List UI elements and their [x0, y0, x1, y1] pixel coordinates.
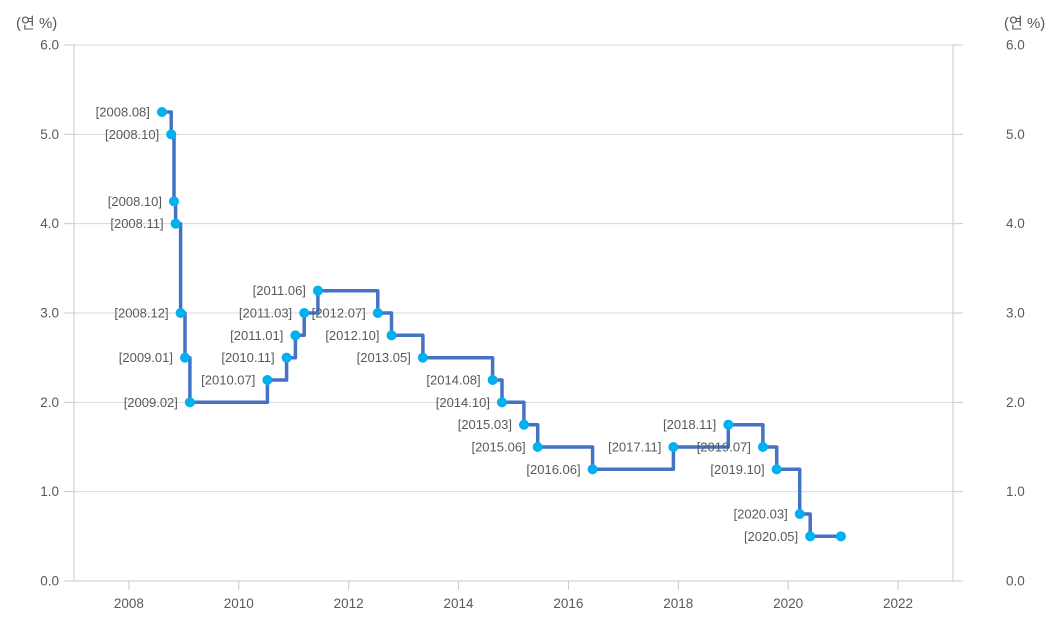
data-point-marker — [835, 531, 846, 542]
data-point-label: [2017.11] — [608, 440, 661, 455]
data-point-marker — [386, 330, 397, 341]
x-axis-label: 2020 — [773, 596, 803, 611]
data-point-marker — [794, 509, 805, 519]
y-axis-label-left: 2.0 — [40, 395, 59, 410]
data-point-marker — [170, 218, 181, 229]
data-point-label: [2015.03] — [458, 417, 512, 432]
data-point-marker — [312, 285, 323, 296]
x-axis-label: 2018 — [663, 596, 693, 611]
data-point-marker — [757, 442, 768, 452]
data-point-label: [2012.07] — [312, 306, 366, 321]
y-axis-label-left: 5.0 — [40, 127, 59, 142]
data-point-marker — [487, 375, 498, 385]
data-point-marker — [668, 442, 679, 452]
y-axis-label-left: 3.0 — [40, 306, 59, 321]
x-axis-label: 2012 — [334, 596, 364, 611]
x-axis-label: 2010 — [224, 596, 254, 611]
data-point-label: [2019.10] — [710, 462, 764, 477]
y-axis-label-right: 6.0 — [1006, 38, 1025, 53]
data-point-marker — [290, 330, 301, 341]
y-axis-label-right: 5.0 — [1006, 127, 1025, 142]
data-point-marker — [771, 464, 782, 475]
y-axis-label-left: 1.0 — [40, 484, 59, 499]
data-point-marker — [179, 352, 190, 363]
right-axis-title: (연 %) — [1004, 15, 1046, 32]
y-axis-label-right: 1.0 — [1006, 484, 1025, 499]
data-point-label: [2015.06] — [471, 440, 525, 455]
data-point-label: [2019.07] — [697, 440, 751, 455]
data-point-label: [2009.02] — [124, 395, 178, 410]
data-point-marker — [299, 308, 310, 318]
y-axis-label-right: 0.0 — [1006, 574, 1025, 589]
data-point-label: [2016.06] — [526, 462, 580, 477]
data-point-label: [2011.01] — [230, 328, 283, 343]
data-point-marker — [587, 464, 598, 475]
y-axis-label-left: 6.0 — [40, 38, 59, 53]
data-point-label: [2011.06] — [253, 283, 306, 298]
data-point-label: [2008.08] — [96, 105, 150, 120]
data-point-marker — [518, 419, 529, 430]
y-axis-label-left: 4.0 — [40, 216, 59, 231]
data-point-marker — [168, 196, 179, 207]
data-point-marker — [262, 375, 273, 385]
x-axis-label: 2008 — [114, 596, 144, 611]
data-point-label: [2008.12] — [114, 306, 168, 321]
y-axis-label-left: 0.0 — [40, 574, 59, 589]
data-point-marker — [532, 442, 543, 452]
data-point-label: [2013.05] — [357, 350, 411, 365]
data-point-marker — [184, 397, 195, 408]
y-axis-label-right: 3.0 — [1006, 306, 1025, 321]
data-point-marker — [156, 107, 167, 117]
data-point-label: [2010.07] — [201, 373, 255, 388]
data-point-label: [2008.10] — [108, 194, 162, 209]
data-point-label: [2012.10] — [325, 328, 379, 343]
data-point-marker — [805, 531, 816, 542]
left-axis-title: (연 %) — [16, 15, 58, 32]
data-point-marker — [417, 352, 428, 363]
data-point-marker — [723, 419, 734, 430]
x-axis-label: 2014 — [444, 596, 475, 611]
data-point-marker — [496, 397, 507, 408]
data-point-label: [2014.10] — [436, 395, 490, 410]
data-point-label: [2008.10] — [105, 127, 159, 142]
data-point-marker — [166, 129, 177, 140]
data-point-marker — [281, 352, 292, 363]
data-point-label: [2014.08] — [426, 373, 480, 388]
data-point-label: [2020.03] — [734, 507, 788, 522]
data-point-label: [2008.11] — [110, 216, 163, 231]
data-point-label: [2018.11] — [663, 417, 716, 432]
data-point-label: [2011.03] — [239, 306, 292, 321]
data-point-marker — [372, 308, 383, 318]
y-axis-label-right: 4.0 — [1006, 216, 1025, 231]
data-point-marker — [175, 308, 186, 318]
data-point-label: [2009.01] — [119, 350, 173, 365]
data-point-label: [2020.05] — [744, 529, 798, 544]
x-axis-label: 2016 — [553, 596, 583, 611]
data-point-label: [2010.11] — [221, 350, 274, 365]
y-axis-label-right: 2.0 — [1006, 395, 1025, 410]
x-axis-label: 2022 — [883, 596, 913, 611]
